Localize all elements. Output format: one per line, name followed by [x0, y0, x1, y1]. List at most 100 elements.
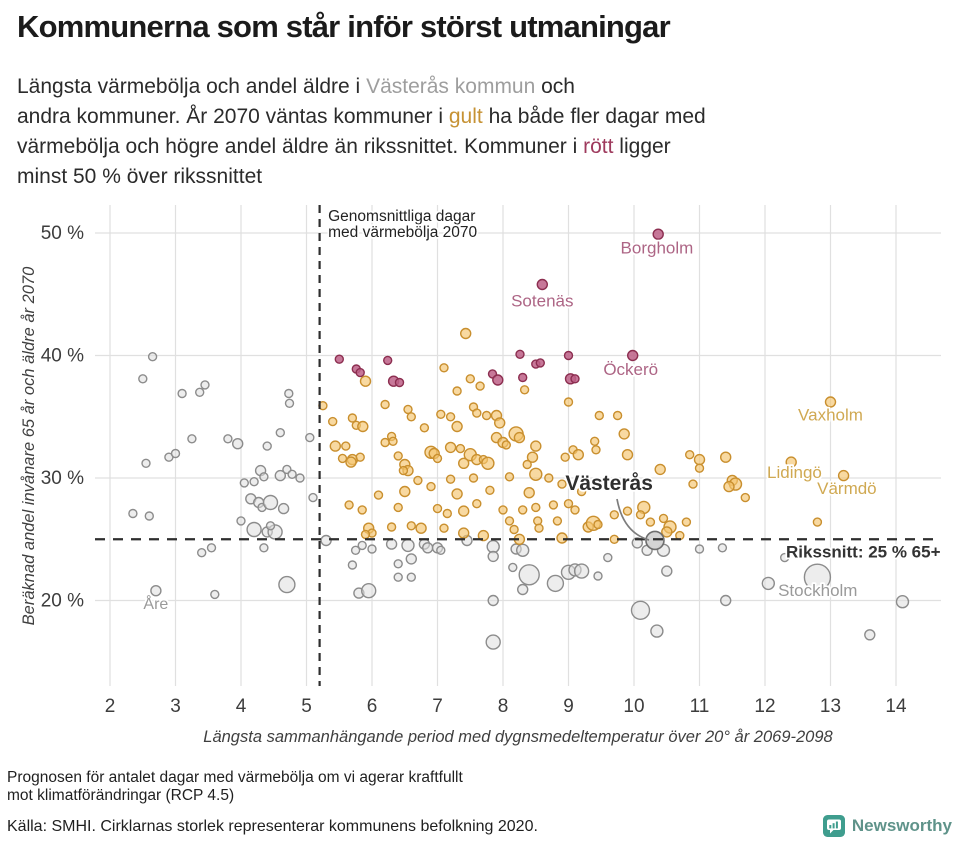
point-label-stockholm: Stockholm [778, 581, 857, 600]
newsworthy-wordmark: Newsworthy [851, 816, 952, 835]
data-point-g [210, 589, 220, 600]
x-tick-label: 8 [498, 696, 509, 717]
data-point-y [534, 523, 544, 533]
data-point-y [513, 431, 526, 444]
data-point-y [501, 440, 511, 450]
data-point-g [357, 540, 367, 551]
x-tick-label: 6 [367, 696, 378, 717]
data-point-y [720, 451, 732, 463]
data-point-g [694, 544, 705, 554]
data-point-y [494, 417, 506, 429]
data-point-g [236, 516, 246, 526]
data-point-g [422, 542, 434, 554]
data-point-y [345, 456, 357, 468]
data-point-r [536, 278, 548, 291]
data-point-g [128, 508, 138, 519]
data-point-g [265, 521, 276, 531]
data-point-y [439, 523, 449, 533]
data-point-y [526, 451, 539, 463]
point-label-värmdö: Värmdö [817, 479, 877, 498]
data-point-g [144, 511, 155, 521]
data-point-y [393, 451, 403, 461]
data-point-g [405, 553, 417, 565]
data-point-y [415, 522, 427, 534]
hline-label: Rikssnitt: 25 % 65+ [786, 543, 941, 562]
data-point-y [451, 420, 463, 433]
data-point-y [442, 508, 452, 519]
data-point-r [394, 377, 405, 388]
data-point-y [563, 499, 574, 509]
data-point-y [472, 499, 482, 509]
data-point-y [373, 490, 384, 500]
data-point-y [481, 456, 495, 470]
data-point-y [594, 410, 604, 421]
data-point-y [723, 480, 735, 493]
y-axis-title: Beräknad andel invånare 65 år och äldre … [20, 266, 38, 625]
data-point-g [275, 428, 285, 438]
data-point-r [563, 350, 574, 361]
data-point-y [635, 510, 646, 520]
data-point-y [341, 441, 351, 451]
data-point-y [460, 327, 472, 340]
subtitle-line: minst 50 % över rikssnittet [17, 162, 947, 192]
data-point-y [432, 503, 443, 514]
data-point-y [475, 381, 485, 391]
data-point-y [406, 412, 416, 422]
data-point-y [380, 437, 390, 448]
data-point-y [458, 527, 470, 539]
data-point-g [295, 473, 305, 483]
data-point-y [419, 423, 430, 433]
data-point-g [138, 374, 148, 384]
data-point-g [347, 560, 358, 570]
data-point-y [509, 524, 519, 535]
x-tick-label: 9 [563, 696, 574, 717]
axis-ticks: 2 3 4 5 6 7 8 9 10 11 12 13 14 20 % 30 % 40 % 50 % [41, 223, 907, 717]
data-point-g [485, 634, 501, 650]
data-point-y [504, 516, 515, 526]
x-tick-label: 7 [432, 696, 443, 717]
data-point-y [504, 472, 515, 482]
methodology-note: Prognosen för antalet dagar med värmeböl… [7, 769, 463, 805]
data-point-y [413, 475, 423, 486]
data-point-y [552, 516, 563, 526]
data-point-y [837, 469, 850, 482]
data-point-g [487, 594, 499, 607]
data-point-g [287, 469, 297, 479]
data-point-g [803, 563, 832, 591]
data-point-g [141, 458, 151, 468]
data-point-y [590, 436, 600, 446]
data-point-r [570, 374, 580, 384]
data-point-g [603, 552, 613, 563]
data-point-g [546, 574, 565, 593]
data-point-y [472, 408, 482, 418]
newsworthy-logo: Newsworthy [822, 815, 952, 837]
x-tick-label: 10 [623, 696, 644, 717]
data-point-g [305, 432, 315, 443]
newsworthy-icon [822, 815, 845, 837]
data-point-g [720, 594, 732, 607]
point-label-öckerö: Öckerö [603, 360, 658, 379]
vline-label: med värmebölja 2070 [328, 224, 477, 241]
data-point-g [631, 537, 643, 549]
data-points [128, 228, 910, 650]
data-point-y [498, 505, 508, 515]
data-point-y [531, 502, 541, 513]
data-point-y [694, 463, 705, 473]
data-point-y [518, 505, 528, 515]
data-point-y [444, 441, 457, 454]
data-point-y [576, 486, 587, 497]
data-point-y [688, 479, 698, 489]
data-point-y [612, 410, 623, 421]
data-point-y [388, 436, 398, 446]
data-point-g [274, 469, 286, 482]
data-point-g [717, 543, 728, 553]
subtitle-text: minst 50 % över rikssnittet [17, 165, 263, 188]
data-point-g [277, 502, 290, 515]
data-point-y [591, 445, 601, 455]
data-point-y [522, 459, 532, 470]
x-tick-label: 3 [170, 696, 181, 717]
data-point-y [445, 412, 456, 422]
data-point-g [593, 571, 603, 581]
subtitle-text: Längsta värmebölja och andel äldre i [17, 75, 367, 98]
